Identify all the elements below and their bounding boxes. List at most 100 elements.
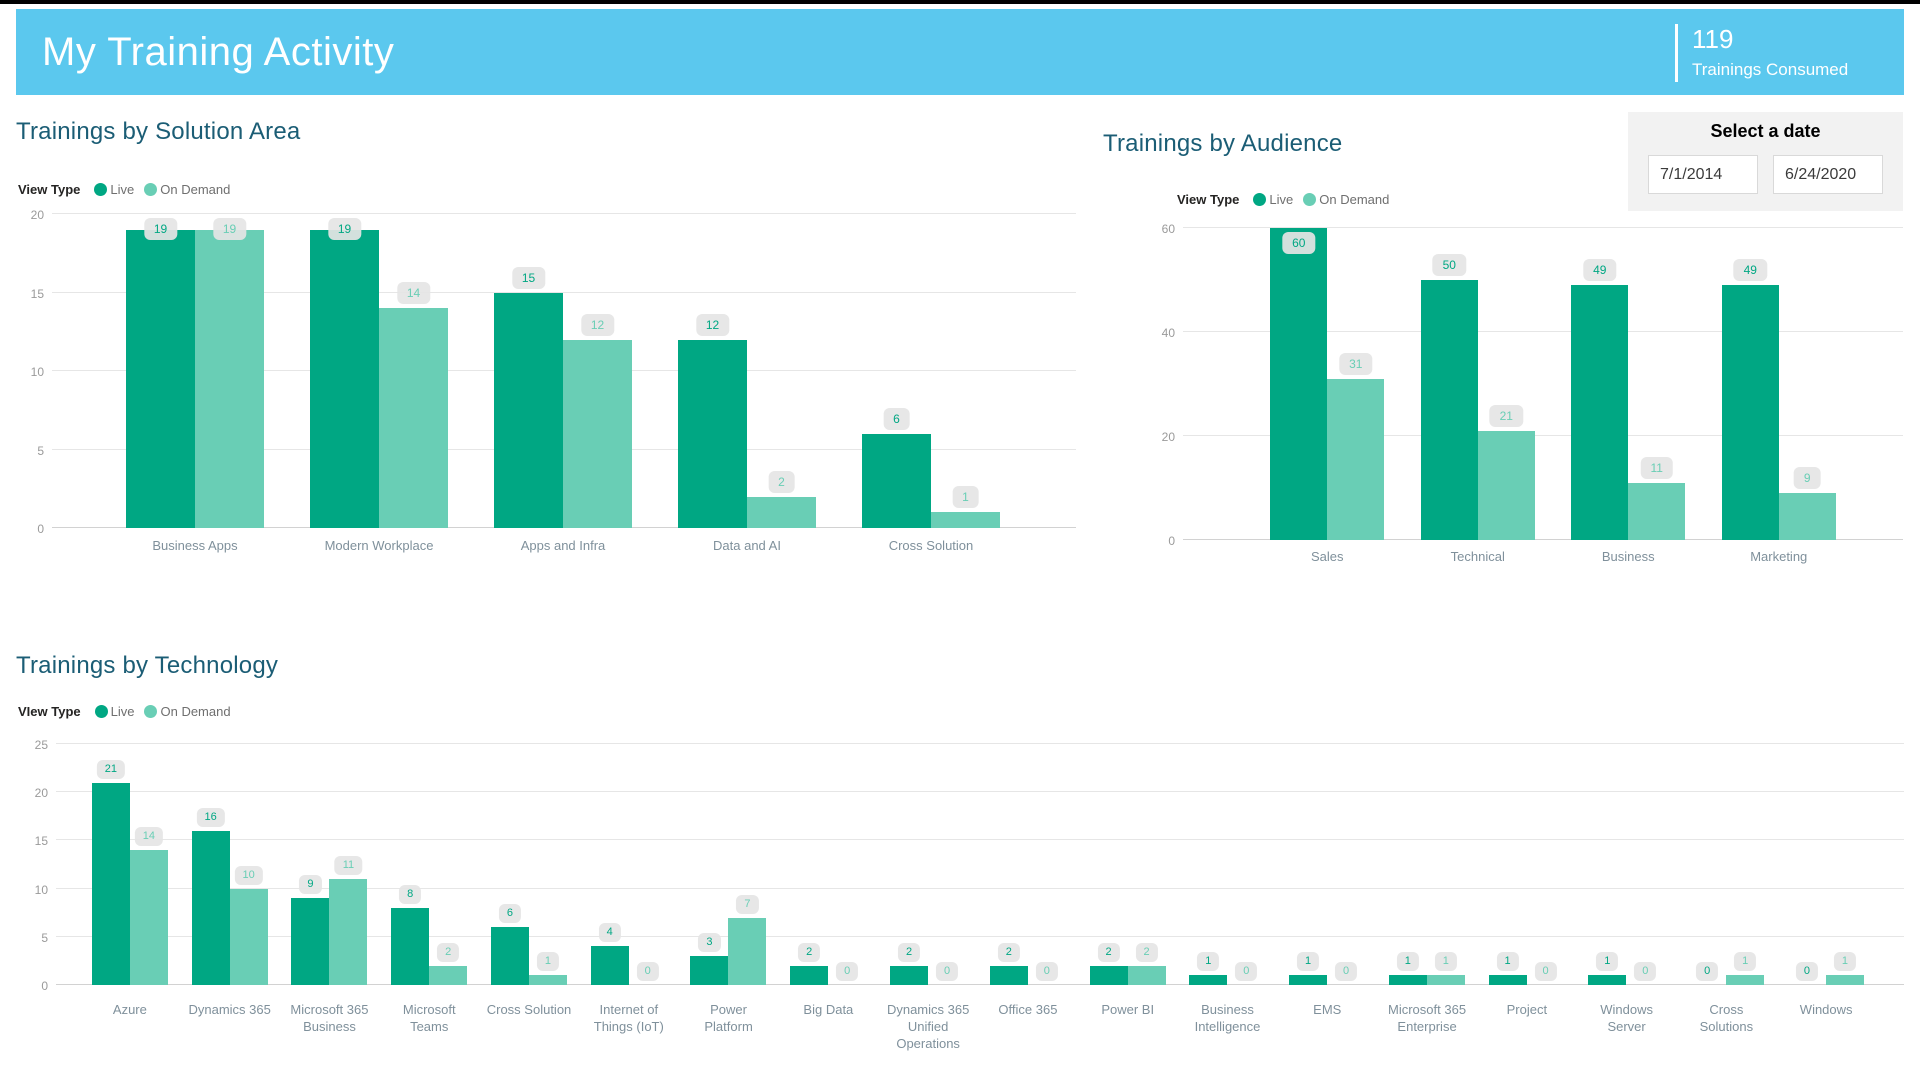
bar-live[interactable]: [890, 965, 928, 985]
data-label: 2: [437, 942, 460, 962]
bar-slot: 11: [1628, 228, 1686, 540]
data-label: 60: [1282, 232, 1316, 254]
bar-on-demand[interactable]: [1477, 430, 1535, 540]
bar-live[interactable]: [1388, 975, 1427, 985]
bar-on-demand[interactable]: [1628, 482, 1686, 540]
bar-live[interactable]: [1571, 285, 1629, 540]
bar-slot: 2: [890, 744, 928, 985]
legend-label: View Type: [18, 182, 81, 197]
bar-slot: 6: [862, 214, 931, 528]
category-label: Cross Solution: [486, 1002, 572, 1017]
bar-on-demand[interactable]: [1726, 975, 1765, 985]
bar-on-demand[interactable]: [1426, 975, 1465, 985]
y-tick-label: 0: [1168, 534, 1175, 548]
data-label: 1: [1434, 952, 1457, 972]
bar-slot: 6: [490, 744, 529, 985]
bar-live[interactable]: [1420, 280, 1478, 540]
bar-slot: 1: [1588, 744, 1627, 985]
legend: View Type Live On Demand: [18, 182, 1076, 197]
end-date-input[interactable]: [1773, 155, 1883, 194]
bar-live[interactable]: [490, 927, 529, 985]
data-label: 0: [636, 962, 659, 981]
y-tick-label: 10: [30, 365, 44, 379]
bar-on-demand[interactable]: [329, 878, 368, 985]
start-date-input[interactable]: [1648, 155, 1758, 194]
bar-live[interactable]: [690, 956, 729, 985]
data-label: 7: [736, 894, 759, 914]
bar-slot: 0: [928, 744, 966, 985]
data-label: 2: [1135, 942, 1158, 962]
bar-live[interactable]: [678, 339, 747, 528]
bar-live[interactable]: [1289, 975, 1328, 985]
bar-slot: 9: [1778, 228, 1836, 540]
plot-area: 60 31 50 21 49 11 49 9: [1183, 227, 1903, 540]
bar-on-demand[interactable]: [1778, 493, 1836, 540]
bar-on-demand[interactable]: [129, 850, 168, 985]
bar-live[interactable]: [989, 965, 1028, 985]
bar-on-demand[interactable]: [1825, 975, 1864, 985]
category-label: Business Apps: [152, 538, 238, 553]
gridline: [1183, 539, 1903, 540]
bar-live[interactable]: [1189, 975, 1228, 985]
bar-live[interactable]: [391, 907, 430, 985]
bar-on-demand[interactable]: [747, 496, 816, 528]
bar-on-demand[interactable]: [195, 229, 264, 528]
bar-slot: 19: [310, 214, 379, 528]
data-label: 1: [1396, 952, 1419, 972]
bar-slot: 0: [1626, 744, 1664, 985]
bar-live[interactable]: [862, 433, 931, 528]
bar-slot: 0: [1788, 744, 1826, 985]
bar-on-demand[interactable]: [728, 917, 767, 985]
data-label: 1: [952, 486, 979, 509]
bar-live[interactable]: [1488, 975, 1527, 985]
bar-live[interactable]: [291, 898, 330, 985]
data-label: 1: [1734, 952, 1757, 972]
legend-item-live[interactable]: Live: [1253, 192, 1293, 207]
kpi-value: 119: [1692, 24, 1734, 54]
bar-on-demand[interactable]: [379, 308, 448, 528]
data-label: 15: [511, 266, 546, 289]
bar-live[interactable]: [126, 229, 195, 528]
plot-area: 21 14 16 10 9 11 8 2 6 1 4 0 3 7 2 0 2 0 2 0 2 2 1 0 1 0 1 1 1 0 1 0 0 1 0…: [56, 743, 1904, 985]
bar-on-demand[interactable]: [429, 965, 468, 985]
bar-live[interactable]: [91, 782, 130, 985]
legend-item-on-demand[interactable]: On Demand: [1303, 192, 1389, 207]
legend-item-on-demand[interactable]: On Demand: [144, 704, 231, 719]
data-label: 1: [1297, 952, 1320, 972]
bar-on-demand[interactable]: [1327, 378, 1385, 540]
kpi-separator: [1675, 24, 1678, 82]
chart-trainings-by-solution-area: Trainings by Solution Area View Type Liv…: [16, 112, 1076, 592]
data-label: 0: [1534, 962, 1557, 981]
bar-on-demand[interactable]: [1127, 965, 1166, 985]
bar-on-demand[interactable]: [229, 888, 268, 985]
bar-live[interactable]: [1721, 285, 1779, 540]
legend-item-live[interactable]: Live: [94, 182, 134, 197]
bar-live[interactable]: [1270, 228, 1328, 540]
legend-item-on-demand[interactable]: On Demand: [144, 182, 230, 197]
bar-live[interactable]: [1588, 975, 1627, 985]
gridline: [52, 213, 1076, 214]
legend-item-live[interactable]: Live: [94, 704, 134, 719]
bar-live[interactable]: [310, 229, 379, 528]
bar-on-demand[interactable]: [931, 512, 1000, 528]
bar-live[interactable]: [590, 946, 629, 985]
bar-slot: 15: [494, 214, 563, 528]
bar-live[interactable]: [1089, 965, 1128, 985]
data-label: 8: [399, 884, 422, 904]
window-top-border: [0, 0, 1920, 4]
data-label: 21: [96, 759, 125, 779]
bar-slot: 3: [690, 744, 729, 985]
bar-slot: 1: [528, 744, 567, 985]
category-label: Marketing: [1750, 549, 1808, 564]
y-tick-label: 0: [41, 979, 48, 993]
data-label: 10: [234, 865, 263, 885]
bar-live[interactable]: [790, 965, 829, 985]
bar-live[interactable]: [191, 830, 230, 985]
bar-on-demand[interactable]: [528, 975, 567, 985]
bar-live[interactable]: [494, 292, 563, 528]
bar-on-demand[interactable]: [563, 339, 632, 528]
